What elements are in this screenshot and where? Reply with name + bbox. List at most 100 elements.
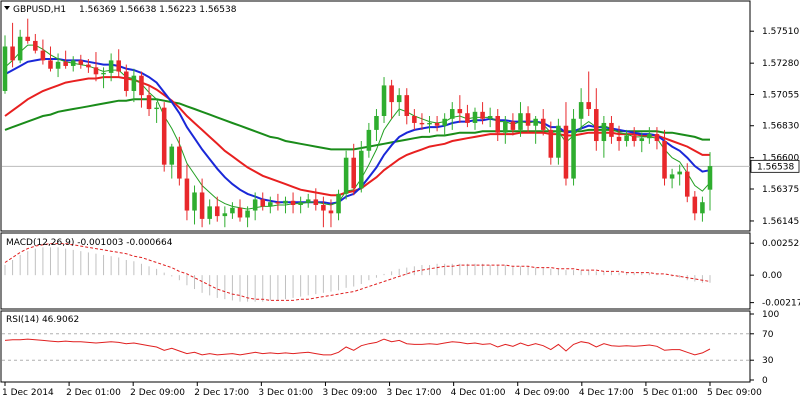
candle-body: [2, 46, 8, 91]
candle: [298, 196, 303, 214]
rsi-tick-label: 30: [762, 356, 774, 366]
candle: [472, 107, 478, 130]
candle-body: [540, 118, 546, 130]
candle-body: [548, 129, 554, 158]
candle: [328, 199, 334, 228]
candle: [563, 102, 569, 186]
rsi-label: RSI(14) 46.9062: [6, 315, 79, 325]
candle-body: [427, 122, 432, 125]
candle-body: [419, 122, 425, 125]
candle-body: [305, 199, 311, 203]
candle: [17, 29, 23, 64]
time-tick-label: 5 Dec 01:00: [643, 388, 698, 398]
candle: [442, 113, 447, 136]
candle-body: [116, 60, 121, 72]
candle: [609, 116, 614, 144]
candle: [381, 77, 387, 123]
candle: [480, 102, 485, 125]
candle: [427, 116, 432, 133]
candle: [434, 116, 440, 132]
candle-body: [10, 46, 15, 61]
candle: [214, 196, 220, 222]
candle: [154, 102, 159, 123]
candle-body: [321, 204, 326, 211]
candle: [578, 88, 584, 130]
candle-body: [396, 95, 402, 103]
moving-average-layer: [4, 44, 711, 210]
candle: [275, 193, 281, 211]
candle-body: [55, 61, 61, 69]
candle-body: [480, 111, 485, 119]
candle: [692, 191, 698, 221]
candle-body: [389, 85, 394, 103]
candle-body: [351, 157, 356, 189]
rsi-panel: [0, 310, 751, 383]
candle-body: [669, 174, 675, 179]
candle: [540, 109, 546, 136]
time-tick-label: 1 Dec 2014: [2, 388, 54, 398]
candle: [116, 49, 121, 78]
time-tick-label: 2 Dec 09:00: [130, 388, 185, 398]
collapse-triangle-icon[interactable]: [4, 6, 10, 10]
candle: [548, 121, 554, 165]
time-tick-label: 3 Dec 01:00: [258, 388, 313, 398]
candle-body: [609, 122, 614, 137]
candle: [586, 71, 591, 116]
candle: [222, 206, 228, 228]
candle-body: [139, 75, 144, 96]
candle: [495, 109, 501, 142]
candle: [139, 71, 144, 108]
candle-body: [359, 150, 364, 189]
candle-body: [662, 141, 667, 179]
candle: [290, 192, 296, 214]
candle: [487, 107, 493, 128]
candle: [396, 88, 402, 116]
candle-body: [161, 107, 167, 165]
candle-body: [404, 95, 410, 116]
candle: [616, 125, 622, 151]
time-tick-label: 5 Dec 09:00: [707, 388, 762, 398]
candle-body: [275, 202, 281, 204]
candle: [108, 53, 114, 82]
candle-body: [518, 113, 523, 130]
candle: [192, 185, 197, 225]
candle: [177, 136, 182, 186]
candle: [457, 95, 463, 123]
candle-body: [154, 107, 159, 110]
candle: [389, 79, 394, 119]
price-tick-label: 1.56375: [762, 185, 799, 195]
time-tick-label: 3 Dec 17:00: [387, 388, 442, 398]
candle-body: [48, 60, 53, 69]
candle: [86, 59, 91, 73]
candle: [63, 50, 68, 69]
candle: [556, 118, 561, 165]
symbol-title: GBPUSD,H1: [13, 5, 66, 15]
candle: [207, 199, 212, 225]
price-tick-label: 1.56830: [762, 122, 799, 132]
candle: [631, 127, 637, 147]
candle-body: [556, 125, 561, 158]
candle-body: [78, 60, 84, 65]
candle-body: [381, 85, 387, 116]
candle-body: [639, 138, 645, 142]
macd-tick-label: 0.002528: [762, 239, 800, 249]
candle: [184, 164, 190, 221]
candle: [93, 52, 99, 82]
candle: [33, 33, 38, 54]
candle: [374, 109, 379, 142]
candle: [419, 113, 425, 130]
candle-body: [503, 121, 508, 133]
candle-body: [700, 202, 705, 214]
candle-body: [647, 134, 652, 139]
candle-body: [624, 135, 629, 142]
candle-body: [457, 109, 463, 114]
candle-body: [578, 102, 584, 119]
candle: [70, 56, 76, 72]
candle-body: [268, 202, 273, 207]
rsi-layer: 100 70 30 0: [2, 310, 779, 386]
candle-body: [33, 40, 38, 51]
candle: [525, 106, 531, 133]
macd-signal-line: [4, 243, 711, 301]
candle-body: [563, 125, 569, 179]
